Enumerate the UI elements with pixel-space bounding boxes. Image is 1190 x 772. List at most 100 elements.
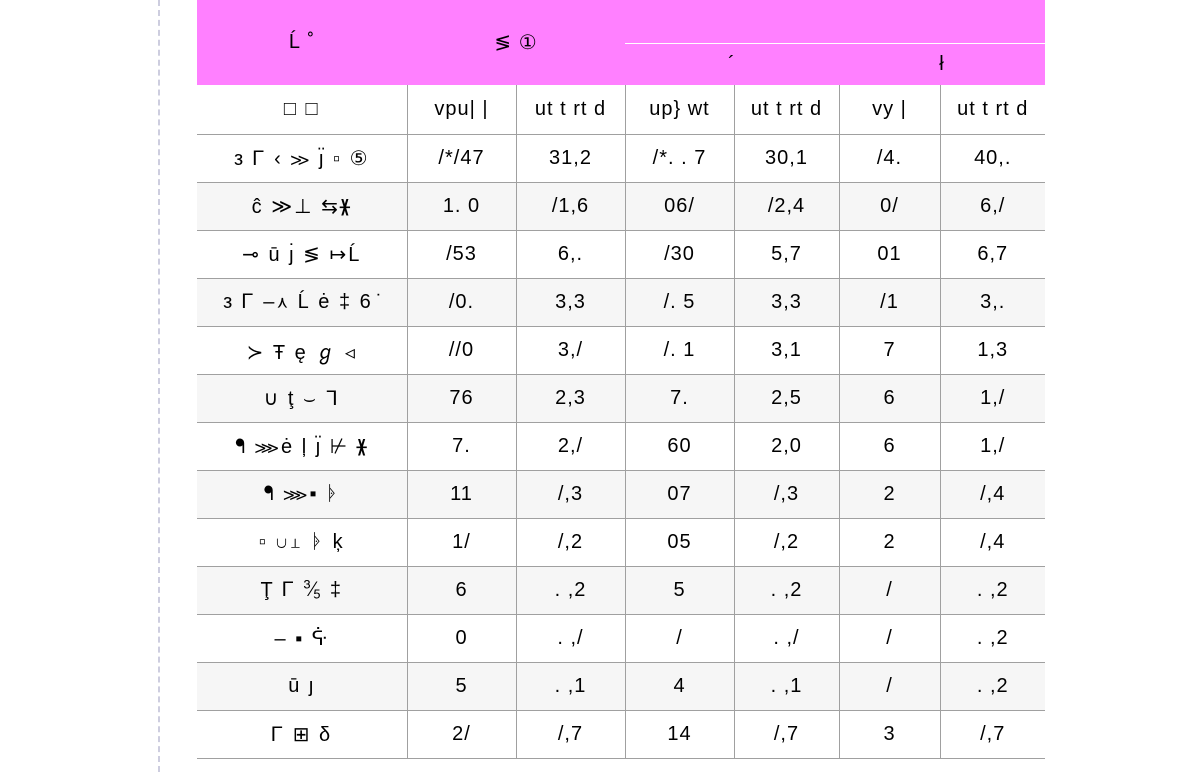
row-value: /4. <box>839 134 940 182</box>
table-row: ᴈ Ꮁ ‹ ≫ ȷ̈ ▫ ⑤/*/4731,2/*. . 730,1/4.40,… <box>197 134 1045 182</box>
row-value: 01 <box>839 230 940 278</box>
row-value: 6 <box>839 374 940 422</box>
row-value: 2,/ <box>516 422 625 470</box>
row-value: 5 <box>407 662 516 710</box>
row-value: 30,1 <box>734 134 839 182</box>
row-value: 2,0 <box>734 422 839 470</box>
row-value: 1,/ <box>940 374 1045 422</box>
row-value: / <box>839 566 940 614</box>
row-value: /1 <box>839 278 940 326</box>
row-value: 07 <box>625 470 734 518</box>
row-value: 1,/ <box>940 422 1045 470</box>
row-label: ▫ ∪⊥ ᚧ ķ <box>197 518 407 566</box>
subhdr-6: ut t rt d <box>940 85 1045 134</box>
table-row: Ꮁ ⊞ δ2//,714/,73/,7 <box>197 710 1045 758</box>
subhdr-4: ut t rt d <box>734 85 839 134</box>
table-row: – ▪ ᕏ0. ,//. ,//. ,2 <box>197 614 1045 662</box>
table-row: ⊸ ū ȷ̇ ≶ ↦Ĺ/536,./305,7016,7 <box>197 230 1045 278</box>
row-value: /1,6 <box>516 182 625 230</box>
row-value: / <box>839 662 940 710</box>
table-row: ᖳ ⋙▪ ᚧ11/,307/,32/,4 <box>197 470 1045 518</box>
row-value: 2 <box>839 518 940 566</box>
row-value: 60 <box>625 422 734 470</box>
row-value: . ,2 <box>940 614 1045 662</box>
row-value: /*. . 7 <box>625 134 734 182</box>
row-value: /,4 <box>940 518 1045 566</box>
row-value: 76 <box>407 374 516 422</box>
table-row: ≻ Ŧ ę ℊ ◃//03,//. 13,171,3 <box>197 326 1045 374</box>
row-value: /53 <box>407 230 516 278</box>
row-value: 6,7 <box>940 230 1045 278</box>
row-value: /*/47 <box>407 134 516 182</box>
row-value: / <box>839 614 940 662</box>
row-value: 0/ <box>839 182 940 230</box>
row-value: 6,. <box>516 230 625 278</box>
row-value: 4 <box>625 662 734 710</box>
header-col0: Ĺ ˚ <box>197 0 407 85</box>
row-value: 3,1 <box>734 326 839 374</box>
row-label: Ꮁ ⊞ δ <box>197 710 407 758</box>
row-value: /,7 <box>516 710 625 758</box>
row-value: 5,7 <box>734 230 839 278</box>
row-value: 2,3 <box>516 374 625 422</box>
row-label: – ▪ ᕏ <box>197 614 407 662</box>
row-value: 6 <box>839 422 940 470</box>
row-value: 05 <box>625 518 734 566</box>
row-value: . ,1 <box>516 662 625 710</box>
row-value: 40,. <box>940 134 1045 182</box>
row-value: 3 <box>839 710 940 758</box>
row-value: 1,3 <box>940 326 1045 374</box>
table-row: ∪ ţ ⌣ ᒣ762,37.2,561,/ <box>197 374 1045 422</box>
row-value: /,3 <box>516 470 625 518</box>
row-label: ĉ ≫⊥ ⇆ᚕ <box>197 182 407 230</box>
row-value: /. 1 <box>625 326 734 374</box>
row-value: /0. <box>407 278 516 326</box>
row-value: 3,. <box>940 278 1045 326</box>
table-row: ᖳ ⋙ė ļ ȷ̈ ⊬ ᚕ7.2,/602,061,/ <box>197 422 1045 470</box>
row-value: /,4 <box>940 470 1045 518</box>
header-group-b: ł <box>839 43 1045 85</box>
row-value: . ,2 <box>940 662 1045 710</box>
header-col1: ≶ ① <box>407 0 625 85</box>
row-label: ᖳ ⋙▪ ᚧ <box>197 470 407 518</box>
row-value: 2,5 <box>734 374 839 422</box>
row-value: . ,/ <box>734 614 839 662</box>
row-value: . ,/ <box>516 614 625 662</box>
row-label: ≻ Ŧ ę ℊ ◃ <box>197 326 407 374</box>
row-label: ∪ ţ ⌣ ᒣ <box>197 374 407 422</box>
row-value: 1/ <box>407 518 516 566</box>
row-value: /,7 <box>734 710 839 758</box>
row-value: /,7 <box>940 710 1045 758</box>
row-value: 6 <box>407 566 516 614</box>
row-label: ᴈ Ꮁ ‹ ≫ ȷ̈ ▫ ⑤ <box>197 134 407 182</box>
row-value: 2 <box>839 470 940 518</box>
sub-header-row: □ □ vpu| | ut t rt d up} wt ut t rt d vy… <box>197 85 1045 134</box>
row-value: 11 <box>407 470 516 518</box>
row-value: /,3 <box>734 470 839 518</box>
row-label: ū ȷ <box>197 662 407 710</box>
row-value: /,2 <box>734 518 839 566</box>
table-row: Ţ Ꮁ ⅗ ‡6. ,25. ,2/. ,2 <box>197 566 1045 614</box>
row-value: /2,4 <box>734 182 839 230</box>
row-value: 06/ <box>625 182 734 230</box>
row-value: 0 <box>407 614 516 662</box>
row-value: 3,3 <box>734 278 839 326</box>
row-value: / <box>625 614 734 662</box>
row-value: 6,/ <box>940 182 1045 230</box>
subhdr-5: vy | <box>839 85 940 134</box>
table-row: ĉ ≫⊥ ⇆ᚕ1. 0/1,606//2,40/6,/ <box>197 182 1045 230</box>
row-value: 1. 0 <box>407 182 516 230</box>
row-value: 31,2 <box>516 134 625 182</box>
row-label: ᖳ ⋙ė ļ ȷ̈ ⊬ ᚕ <box>197 422 407 470</box>
header-group-top <box>625 0 1045 43</box>
table-row: ▫ ∪⊥ ᚧ ķ1//,205/,22/,4 <box>197 518 1045 566</box>
table-body: □ □ vpu| | ut t rt d up} wt ut t rt d vy… <box>197 85 1045 758</box>
row-label: ᴈ Ꮁ –⋏ Ĺ ė ‡ 6 ̇ <box>197 278 407 326</box>
table-row: ᴈ Ꮁ –⋏ Ĺ ė ‡ 6 ̇/0.3,3/. 53,3/13,. <box>197 278 1045 326</box>
table-container: Ĺ ˚ ≶ ① ´ ł □ □ vpu| | ut t rt d up} wt … <box>197 0 1045 759</box>
table-row: ū ȷ5. ,14. ,1/. ,2 <box>197 662 1045 710</box>
row-value: 7 <box>839 326 940 374</box>
row-value: 7. <box>407 422 516 470</box>
left-margin-guide <box>158 0 160 772</box>
data-table: Ĺ ˚ ≶ ① ´ ł □ □ vpu| | ut t rt d up} wt … <box>197 0 1045 759</box>
